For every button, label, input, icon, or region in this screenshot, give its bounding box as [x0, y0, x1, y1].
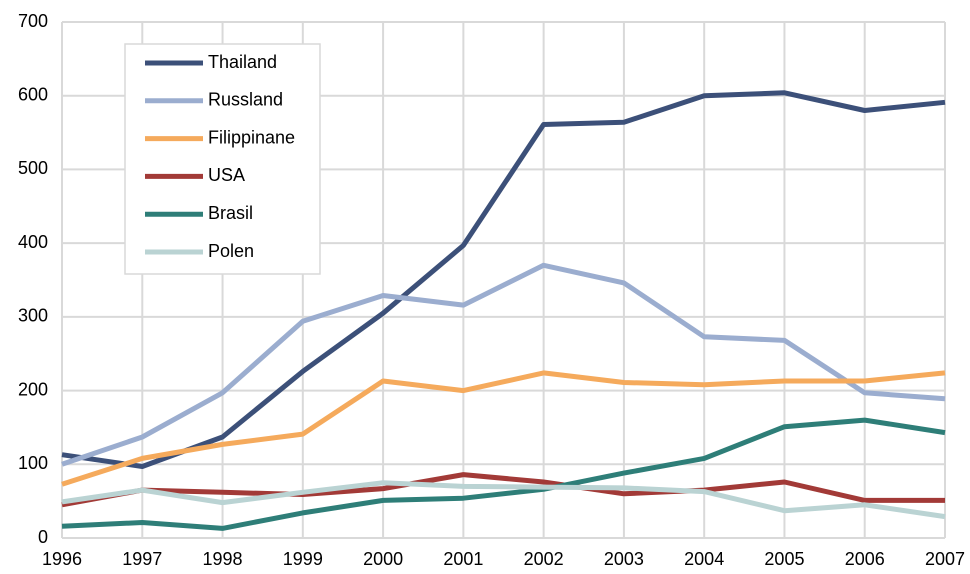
legend-label: Brasil [208, 203, 253, 223]
y-tick-label: 100 [18, 453, 48, 473]
y-tick-label: 700 [18, 11, 48, 31]
x-tick-label: 2005 [764, 549, 804, 569]
legend-label: Filippinane [208, 127, 295, 147]
y-tick-label: 600 [18, 84, 48, 104]
x-tick-label: 1996 [42, 549, 82, 569]
line [61, 417, 946, 531]
y-tick-label: 300 [18, 306, 48, 326]
legend-label: USA [208, 165, 245, 185]
legend-label: Russland [208, 90, 283, 110]
x-tick-label: 1998 [203, 549, 243, 569]
line [61, 90, 946, 469]
x-tick-label: 2003 [604, 549, 644, 569]
line [61, 262, 946, 467]
y-tick-label: 400 [18, 232, 48, 252]
legend-label: Polen [208, 241, 254, 261]
legend-box [124, 43, 321, 275]
line [61, 370, 946, 487]
x-tick-label: 2006 [845, 549, 885, 569]
x-tick-label: 1997 [122, 549, 162, 569]
x-tick-label: 2001 [443, 549, 483, 569]
x-tick-label: 2000 [363, 549, 403, 569]
y-tick-label: 500 [18, 158, 48, 178]
y-tick-label: 200 [18, 379, 48, 399]
line [61, 472, 945, 508]
x-tick-label: 1999 [283, 549, 323, 569]
legend-label: Thailand [208, 52, 277, 72]
x-tick-label: 2002 [524, 549, 564, 569]
x-tick-label: 2004 [684, 549, 724, 569]
x-tick-label: 2007 [925, 549, 965, 569]
y-tick-label: 0 [38, 527, 48, 547]
line [61, 480, 946, 520]
